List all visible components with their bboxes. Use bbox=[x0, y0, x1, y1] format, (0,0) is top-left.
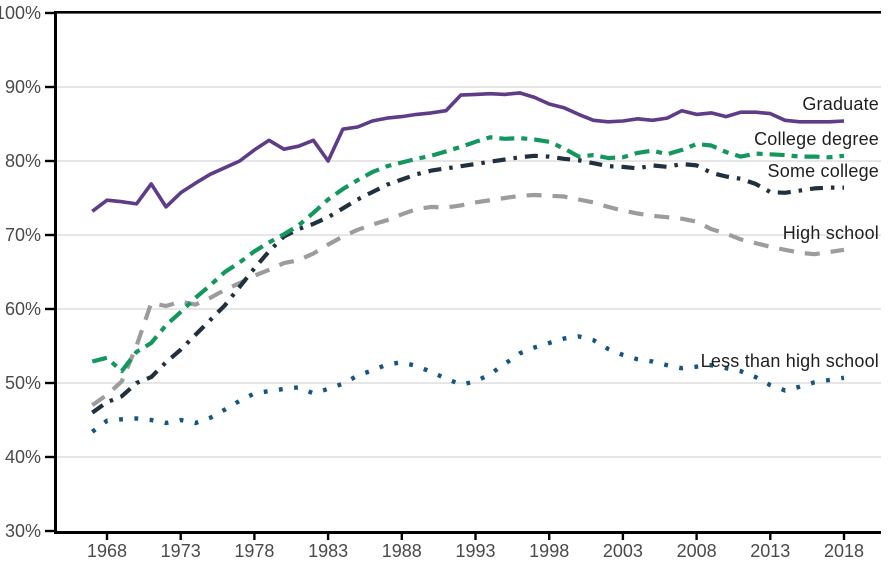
y-axis-tick bbox=[45, 85, 54, 89]
y-axis-tick bbox=[45, 11, 54, 15]
x-axis-tick-label: 1983 bbox=[308, 541, 348, 561]
y-axis-tick bbox=[45, 307, 54, 311]
y-axis-tick-label: 30% bbox=[5, 521, 41, 541]
x-axis-tick bbox=[769, 534, 772, 540]
plot-top-border bbox=[54, 11, 881, 14]
y-axis-tick-label: 40% bbox=[5, 447, 41, 467]
series-label-less-than-high-school: Less than high school bbox=[700, 350, 879, 371]
y-axis-tick bbox=[45, 381, 54, 385]
series-label-some-college: Some college bbox=[767, 160, 879, 181]
y-axis-tick-label: 80% bbox=[5, 151, 41, 171]
x-axis-tick-label: 2018 bbox=[824, 541, 864, 561]
x-axis-tick-label: 1968 bbox=[87, 541, 127, 561]
series-label-college-degree: College degree bbox=[754, 128, 879, 149]
x-axis-tick bbox=[253, 534, 256, 540]
x-axis-tick-label: 1973 bbox=[161, 541, 201, 561]
y-axis-tick-label: 90% bbox=[5, 77, 41, 97]
y-axis-tick bbox=[45, 529, 54, 533]
y-axis-tick-label: 60% bbox=[5, 299, 41, 319]
y-axis-tick bbox=[45, 233, 54, 237]
x-axis-tick-label: 1993 bbox=[455, 541, 495, 561]
x-axis-tick bbox=[105, 534, 109, 540]
series-line-high-school bbox=[91, 192, 845, 407]
series-line-some-college bbox=[91, 153, 844, 415]
x-axis-tick-label: 2003 bbox=[603, 541, 643, 561]
series-label-graduate: Graduate bbox=[802, 94, 879, 115]
x-axis-tick bbox=[548, 534, 551, 540]
x-axis-tick-label: 2008 bbox=[677, 541, 717, 561]
x-axis-tick-label: 2013 bbox=[750, 541, 790, 561]
series-label-high-school: High school bbox=[782, 222, 879, 243]
y-axis-tick-label: 50% bbox=[5, 373, 41, 393]
series-line-graduate bbox=[91, 91, 845, 213]
x-axis-tick bbox=[474, 534, 477, 540]
x-axis-tick bbox=[695, 534, 698, 540]
y-axis-tick-label: 100% bbox=[0, 3, 41, 23]
y-axis-tick-label: 70% bbox=[5, 225, 41, 245]
series-line-college-degree bbox=[91, 135, 845, 374]
y-axis-tick bbox=[45, 455, 54, 459]
y-axis-line bbox=[54, 11, 57, 534]
x-axis-tick bbox=[179, 534, 182, 540]
x-axis-line bbox=[54, 531, 881, 534]
x-axis-tick bbox=[621, 534, 625, 540]
series-line-less-than-high-school bbox=[90, 334, 845, 434]
x-axis-tick bbox=[326, 534, 330, 540]
x-axis-tick bbox=[842, 534, 846, 540]
y-axis-tick bbox=[45, 159, 54, 163]
x-axis-tick-label: 1988 bbox=[382, 541, 422, 561]
x-axis-tick-label: 1978 bbox=[234, 541, 274, 561]
x-axis-tick bbox=[400, 534, 403, 540]
x-axis-tick-label: 1998 bbox=[529, 541, 569, 561]
